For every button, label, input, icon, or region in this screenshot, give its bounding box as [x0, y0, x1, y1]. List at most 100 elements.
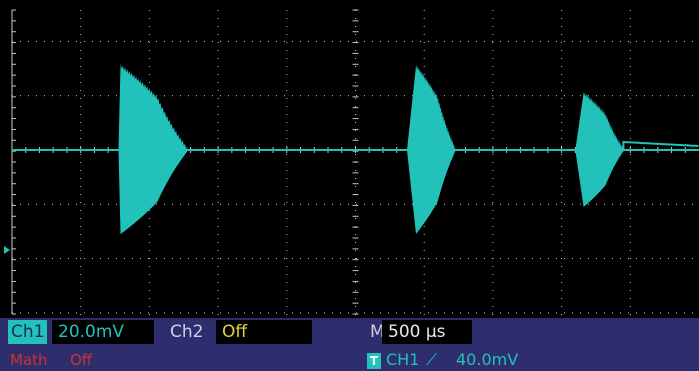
grid-dot — [561, 42, 563, 43]
grid-dot — [561, 234, 563, 235]
grid-dot — [217, 194, 219, 195]
grid-dot — [80, 146, 82, 147]
grid-dot — [629, 58, 631, 59]
grid-dot — [148, 282, 150, 283]
trigger-level[interactable]: 40.0mV — [456, 350, 519, 369]
grid-dot — [80, 138, 82, 139]
grid-dot — [217, 18, 219, 19]
grid-dot — [286, 98, 288, 99]
grid-dot — [580, 258, 581, 260]
grid-dot — [286, 186, 288, 187]
ch2-state[interactable]: Off — [216, 320, 312, 344]
grid-dot — [660, 258, 661, 260]
grid-dot — [217, 154, 219, 155]
grid-dot — [596, 312, 597, 314]
grid-dot — [644, 40, 645, 42]
grid-dot — [140, 40, 141, 42]
grid-dot — [629, 258, 631, 259]
grid-dot — [286, 250, 288, 251]
grid-dot — [244, 203, 245, 205]
grid-dot — [236, 95, 237, 97]
grid-dot — [217, 82, 219, 83]
grid-dot — [492, 258, 493, 260]
grid-dot — [148, 258, 150, 259]
grid-dot — [164, 203, 165, 205]
ch2-label[interactable]: Ch2 — [170, 322, 204, 342]
grid-dot — [124, 312, 125, 314]
grid-dot — [148, 40, 149, 42]
grid-dot — [556, 203, 557, 205]
grid-dot — [172, 40, 173, 42]
grid-dot — [148, 66, 150, 67]
grid-dot — [324, 203, 325, 205]
grid-dot — [286, 82, 288, 83]
grid-dot — [404, 312, 405, 314]
grid-dot — [423, 258, 425, 259]
grid-dot — [629, 130, 631, 131]
grid-dot — [604, 203, 605, 205]
status-row-top: Ch1 20.0mV Ch2 Off M 500 µs — [0, 320, 699, 346]
grid-dot — [629, 138, 631, 139]
ch1-label[interactable]: Ch1 — [8, 320, 48, 344]
grid-dot — [500, 40, 501, 42]
grid-dot — [644, 258, 645, 260]
grid-dot — [100, 40, 101, 42]
grid-dot — [564, 258, 565, 260]
grid-dot — [12, 95, 13, 97]
grid-dot — [388, 40, 389, 42]
grid-dot — [492, 114, 494, 115]
trigger-source[interactable]: CH1 — [386, 350, 420, 369]
grid-dot — [268, 203, 269, 205]
grid-dot — [355, 258, 356, 259]
grid-dot — [492, 10, 494, 11]
grid-dot — [629, 34, 631, 35]
grid-dot — [660, 95, 661, 97]
grid-dot — [217, 314, 219, 315]
grid-dot — [476, 312, 477, 314]
grid-dot — [644, 312, 645, 314]
grid-dot — [28, 312, 29, 314]
grid-dot — [572, 258, 573, 260]
grid-dot — [148, 234, 150, 235]
trigger-edge-icon[interactable]: ⟋ — [426, 350, 438, 369]
grid-dot — [380, 203, 381, 205]
grid-dot — [44, 258, 45, 260]
grid-dot — [252, 312, 253, 314]
grid-dot — [629, 210, 631, 211]
math-label[interactable]: Math — [10, 351, 48, 369]
grid-dot — [561, 114, 563, 115]
grid-dot — [80, 106, 82, 107]
timebase-value[interactable]: 500 µs — [382, 320, 472, 344]
grid-dot — [652, 312, 653, 314]
grid-dot — [80, 210, 82, 211]
grid-dot — [396, 203, 397, 205]
grid-dot — [396, 258, 397, 260]
math-state[interactable]: Off — [70, 351, 93, 369]
grid-dot — [356, 203, 357, 205]
grid-dot — [356, 40, 357, 42]
grid-dot — [423, 274, 425, 275]
grid-dot — [629, 250, 631, 251]
grid-dot — [492, 58, 494, 59]
grid-dot — [355, 242, 356, 243]
grid-dot — [286, 210, 288, 211]
ch1-scale[interactable]: 20.0mV — [52, 320, 154, 344]
grid-dot — [286, 42, 288, 43]
grid-dot — [561, 50, 563, 51]
grid-dot — [492, 130, 494, 131]
grid-dot — [492, 290, 494, 291]
grid-dot — [580, 312, 581, 314]
grid-dot — [684, 312, 685, 314]
grid-dot — [629, 186, 631, 187]
grid-dot — [286, 122, 288, 123]
grid-dot — [196, 40, 197, 42]
grid-dot — [564, 95, 565, 97]
grid-dot — [561, 34, 563, 35]
grid-dot — [420, 312, 421, 314]
grid-dot — [492, 170, 494, 171]
grid-dot — [308, 312, 309, 314]
grid-dot — [561, 90, 563, 91]
grid-dot — [217, 266, 219, 267]
grid-dot — [286, 202, 288, 203]
grid-dot — [423, 234, 425, 235]
